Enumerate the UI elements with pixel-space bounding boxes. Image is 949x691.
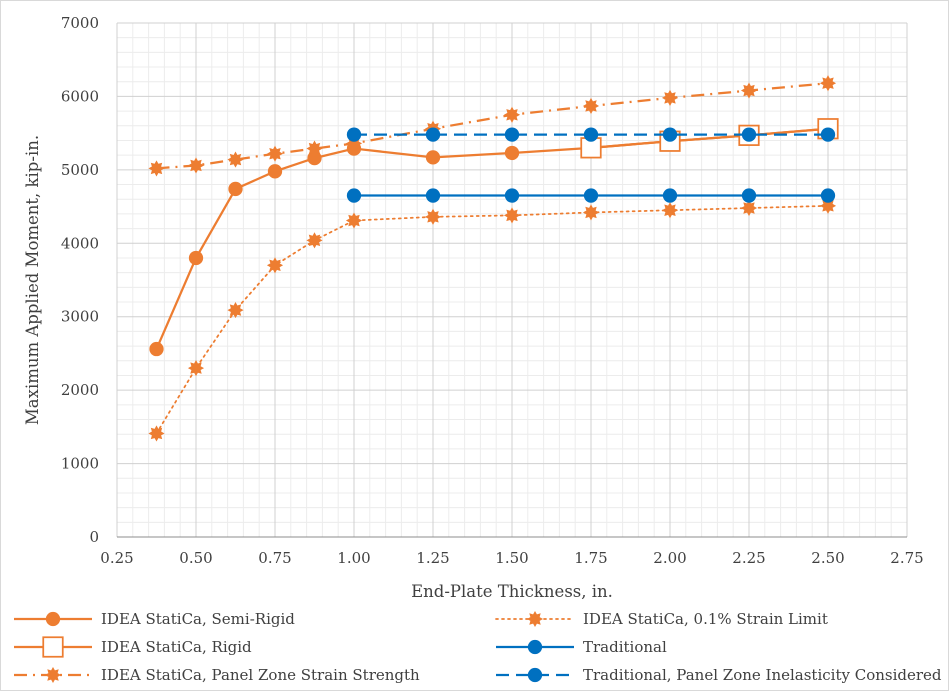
data-point [740,82,758,99]
data-point [661,202,679,219]
data-point [820,127,836,142]
data-point [662,127,678,142]
x-tick-label: 0.75 [258,549,291,567]
data-point [187,157,205,174]
data-point [583,188,599,203]
data-point [504,127,520,142]
data-point [425,188,441,203]
data-point [504,145,520,161]
legend-entry: IDEA StatiCa, Panel Zone Strain Strength [14,666,420,684]
series-line [590,127,829,149]
data-point [346,127,362,142]
x-axis-title: End-Plate Thickness, in. [411,582,613,601]
series-5 [346,127,836,142]
legend-entry: IDEA StatiCa, Semi-Rigid [14,610,295,628]
plot-area [148,75,839,442]
data-point [44,666,62,684]
y-tick-label: 2000 [61,381,99,399]
data-point [307,150,322,166]
data-point [583,127,599,142]
y-tick-label: 6000 [61,87,99,105]
data-point [42,636,64,658]
data-point [819,75,837,92]
data-point [148,425,165,442]
data-point [503,207,521,224]
legend-entry: IDEA StatiCa, Rigid [14,636,252,658]
legend-label: Traditional [583,638,667,656]
data-point [306,140,323,157]
x-tick-label: 2.50 [811,549,844,567]
legend-entry: Traditional, Panel Zone Inelasticity Con… [496,666,942,684]
data-point [227,302,244,319]
legend: IDEA StatiCa, Semi-Rigid IDEA StatiCa, 0.… [14,610,942,684]
data-point [266,145,284,162]
data-point [266,257,284,274]
data-point [45,611,61,627]
legend-label: IDEA StatiCa, Semi-Rigid [101,610,295,628]
y-tick-label: 1000 [61,455,99,473]
data-point [504,188,520,203]
data-point [661,89,679,106]
data-point [741,188,757,203]
x-tick-label: 0.50 [179,549,212,567]
data-point [306,232,323,249]
data-point [820,188,836,203]
legend-label: Traditional, Panel Zone Inelasticity Con… [583,666,942,684]
legend-label: IDEA StatiCa, 0.1% Strain Limit [583,610,828,628]
data-point [526,610,544,628]
x-tick-label: 1.75 [574,549,607,567]
data-point [503,106,521,123]
series-line [155,204,829,435]
legend-label: IDEA StatiCa, Rigid [101,638,252,656]
x-tick-label: 1.50 [495,549,528,567]
axes: 0.25 0.50 0.75 1.00 1.25 1.50 1.75 2.00 2.25 2.50… [61,14,924,567]
y-tick-label: 3000 [61,308,99,326]
data-point [148,160,165,177]
data-point [527,667,543,683]
data-point [267,164,283,179]
data-point [345,212,363,229]
series-4 [346,188,836,203]
data-point [227,151,244,168]
y-tick-label: 4000 [61,234,99,252]
y-tick-label: 0 [89,528,99,546]
data-point [188,250,204,266]
data-point [582,97,600,115]
data-point [228,181,243,197]
data-point [346,188,362,203]
x-tick-label: 2.75 [890,549,923,567]
data-point [527,639,543,655]
x-tick-label: 2.25 [732,549,765,567]
data-point [741,127,757,142]
data-point [582,204,600,221]
y-axis-title: Maximum Applied Moment, kip-in. [23,135,42,425]
data-point [425,127,441,142]
data-point [662,188,678,203]
y-tick-label: 5000 [61,161,99,179]
x-tick-label: 0.25 [100,549,133,567]
data-point [819,197,837,214]
legend-label: IDEA StatiCa, Panel Zone Strain Strength [101,666,420,684]
data-point [149,341,164,357]
series-3 [148,197,837,442]
data-point [425,150,441,165]
x-tick-label: 1.25 [416,549,449,567]
x-tick-label: 2.00 [653,549,686,567]
data-point [187,360,205,377]
y-tick-label: 7000 [61,14,99,32]
data-point [424,208,442,225]
legend-entry: Traditional [496,638,667,656]
x-tick-label: 1.00 [337,549,370,567]
data-point [740,199,758,217]
legend-entry: IDEA StatiCa, 0.1% Strain Limit [495,610,828,628]
